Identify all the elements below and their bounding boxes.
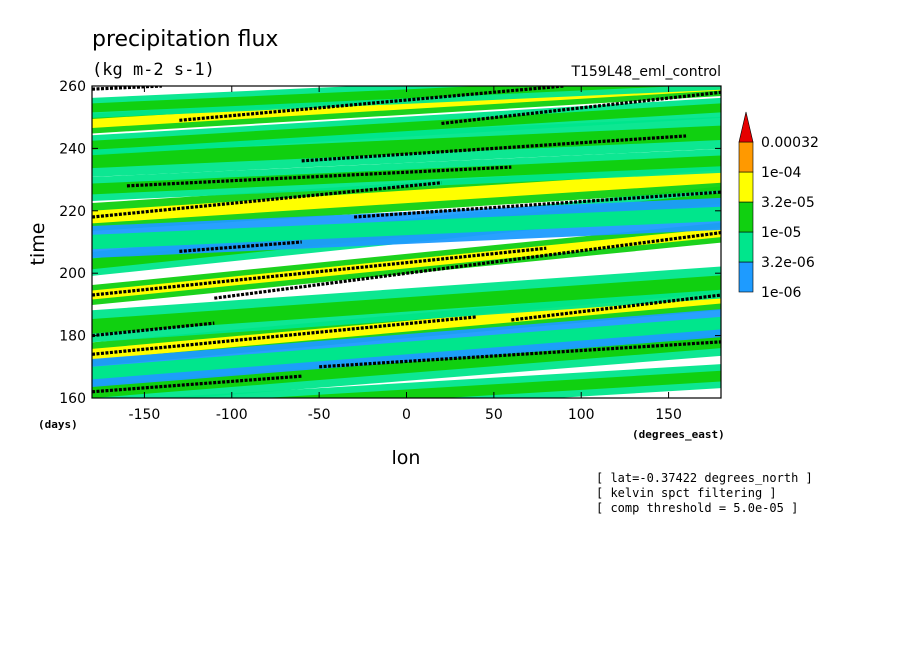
kelvin-track-line [92, 246, 547, 297]
precip-band-core [92, 125, 721, 169]
legend-level-label: 1e-05 [761, 225, 801, 241]
kelvin-track-line [441, 90, 721, 126]
y-axis-units: (days) [38, 418, 78, 431]
y-tick-label: 180 [59, 329, 86, 345]
x-tick-label: -150 [129, 407, 161, 423]
legend-level-label: 1e-06 [761, 285, 801, 301]
kelvin-track-line [92, 181, 442, 219]
legend-swatch [738, 231, 754, 263]
legend-level-label: 3.2e-06 [761, 255, 815, 271]
y-tick-label: 240 [59, 141, 86, 157]
note-threshold: [ comp threshold = 5.0e-05 ] [596, 501, 798, 515]
precip-band-outer [92, 86, 721, 118]
run-label: T159L48_eml_control [570, 64, 721, 80]
precip-contours [92, 86, 721, 398]
precip-band-core [92, 316, 721, 380]
x-axis-label: lon [392, 447, 421, 469]
legend-level-label: 3.2e-05 [761, 195, 815, 211]
x-tick-label: 100 [568, 407, 595, 423]
legend-swatch [738, 261, 754, 293]
y-tick-label: 220 [59, 204, 86, 220]
x-axis-units: (degrees_east) [632, 428, 725, 441]
kelvin-track-line [214, 231, 721, 300]
kelvin-track-line [92, 315, 477, 356]
kelvin-track-line [353, 190, 721, 219]
x-tick-label: -100 [216, 407, 248, 423]
legend-swatch [738, 171, 754, 203]
precip-band-core [92, 275, 721, 334]
chart-title: precipitation flux [92, 27, 278, 52]
precip-band-core [263, 370, 721, 398]
precip-band-core [92, 170, 721, 224]
kelvin-wave-tracks [92, 86, 721, 394]
y-tick-label: 160 [59, 391, 86, 407]
legend-swatch [738, 201, 754, 233]
legend-swatch [738, 141, 754, 173]
kelvin-track-line [92, 86, 162, 91]
chart-units: (kg m-2 s-1) [92, 60, 215, 80]
x-tick-label: 150 [655, 407, 682, 423]
x-axis-ticks: -150 -100 -50 0 50 100 150 [129, 86, 682, 423]
y-axis-label: time [27, 223, 49, 266]
precip-band-core [92, 292, 721, 360]
legend-level-label: 1e-04 [761, 165, 801, 181]
kelvin-track-line [179, 86, 564, 122]
x-tick-label: 50 [485, 407, 503, 423]
kelvin-track-line [319, 340, 721, 369]
precip-band-core [92, 155, 721, 195]
kelvin-track-line [179, 240, 302, 253]
precip-band-core [92, 103, 721, 150]
legend-level-label: 0.00032 [761, 135, 819, 151]
y-tick-label: 200 [59, 266, 86, 282]
legend-arrow [738, 111, 754, 143]
color-legend: 1e-06 3.2e-06 1e-05 3.2e-05 1e-04 0.00032 [738, 111, 819, 301]
x-tick-label: 0 [402, 407, 411, 423]
kelvin-track-line [92, 321, 215, 338]
note-filtering: [ kelvin spct filtering ] [596, 486, 777, 500]
note-latitude: [ lat=-0.37422 degrees_north ] [596, 471, 813, 485]
x-tick-label: -50 [308, 407, 331, 423]
precip-band-core [92, 86, 683, 113]
precip-band-core [92, 206, 721, 250]
y-axis-ticks: 160 180 200 220 240 260 [59, 79, 721, 407]
kelvin-track-line [126, 165, 512, 188]
kelvin-track-line [92, 374, 302, 394]
kelvin-track-line [511, 293, 721, 322]
y-tick-label: 260 [59, 79, 86, 95]
kelvin-track-line [301, 134, 687, 163]
plot-area [91, 85, 722, 399]
